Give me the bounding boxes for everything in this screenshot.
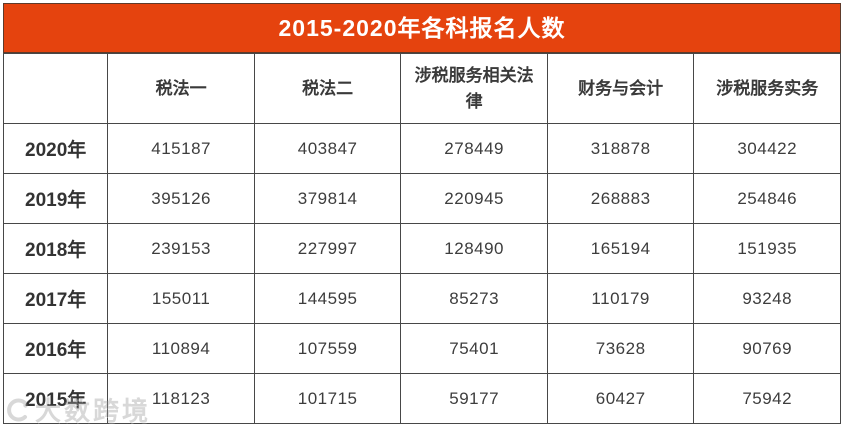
column-header-falv: 涉税服务相关法律 bbox=[400, 53, 548, 124]
value-cell: 118123 bbox=[107, 373, 255, 424]
value-cell: 110179 bbox=[546, 273, 695, 324]
value-cell: 415187 bbox=[107, 123, 255, 174]
table-row-2019: 2019年 395126 379814 220945 268883 254846 bbox=[2, 173, 841, 224]
value-cell: 220945 bbox=[400, 173, 548, 224]
year-cell: 2016年 bbox=[2, 323, 109, 374]
value-cell: 379814 bbox=[253, 173, 402, 224]
column-header-corner bbox=[2, 53, 109, 124]
header-row: 税法一 税法二 涉税服务相关法律 财务与会计 涉税服务实务 bbox=[2, 53, 841, 124]
value-cell: 155011 bbox=[107, 273, 255, 324]
value-cell: 151935 bbox=[693, 223, 841, 274]
value-cell: 75942 bbox=[693, 373, 841, 424]
value-cell: 128490 bbox=[400, 223, 548, 274]
value-cell: 395126 bbox=[107, 173, 255, 224]
column-header-shuifa1: 税法一 bbox=[107, 53, 255, 124]
value-cell: 144595 bbox=[253, 273, 402, 324]
value-cell: 318878 bbox=[546, 123, 695, 174]
table-row-2018: 2018年 239153 227997 128490 165194 151935 bbox=[2, 223, 841, 274]
value-cell: 73628 bbox=[546, 323, 695, 374]
year-cell: 2017年 bbox=[2, 273, 109, 324]
value-cell: 75401 bbox=[400, 323, 548, 374]
year-cell: 2020年 bbox=[2, 123, 109, 174]
value-cell: 107559 bbox=[253, 323, 402, 374]
column-header-shuifa2: 税法二 bbox=[253, 53, 402, 124]
value-cell: 110894 bbox=[107, 323, 255, 374]
year-cell: 2015年 bbox=[2, 373, 109, 424]
value-cell: 278449 bbox=[400, 123, 548, 174]
registration-report: 2015-2020年各科报名人数 税法一 税法二 涉税服务相关法律 财务与会计 … bbox=[2, 3, 841, 428]
column-header-caiwu: 财务与会计 bbox=[546, 53, 695, 124]
table-row-2020: 2020年 415187 403847 278449 318878 304422 bbox=[2, 123, 841, 174]
value-cell: 101715 bbox=[253, 373, 402, 424]
column-header-shiwu: 涉税服务实务 bbox=[693, 53, 841, 124]
value-cell: 93248 bbox=[693, 273, 841, 324]
value-cell: 239153 bbox=[107, 223, 255, 274]
value-cell: 254846 bbox=[693, 173, 841, 224]
table-row-2016: 2016年 110894 107559 75401 73628 90769 bbox=[2, 323, 841, 374]
value-cell: 304422 bbox=[693, 123, 841, 174]
value-cell: 85273 bbox=[400, 273, 548, 324]
value-cell: 165194 bbox=[546, 223, 695, 274]
value-cell: 268883 bbox=[546, 173, 695, 224]
year-cell: 2018年 bbox=[2, 223, 109, 274]
table-row-2017: 2017年 155011 144595 85273 110179 93248 bbox=[2, 273, 841, 324]
year-cell: 2019年 bbox=[2, 173, 109, 224]
registration-table: 税法一 税法二 涉税服务相关法律 财务与会计 涉税服务实务 2020年 4151… bbox=[2, 53, 841, 424]
value-cell: 59177 bbox=[400, 373, 548, 424]
value-cell: 90769 bbox=[693, 323, 841, 374]
value-cell: 227997 bbox=[253, 223, 402, 274]
value-cell: 60427 bbox=[546, 373, 695, 424]
value-cell: 403847 bbox=[253, 123, 402, 174]
table-row-2015: 2015年 118123 101715 59177 60427 75942 bbox=[2, 373, 841, 424]
page-title: 2015-2020年各科报名人数 bbox=[3, 3, 841, 53]
